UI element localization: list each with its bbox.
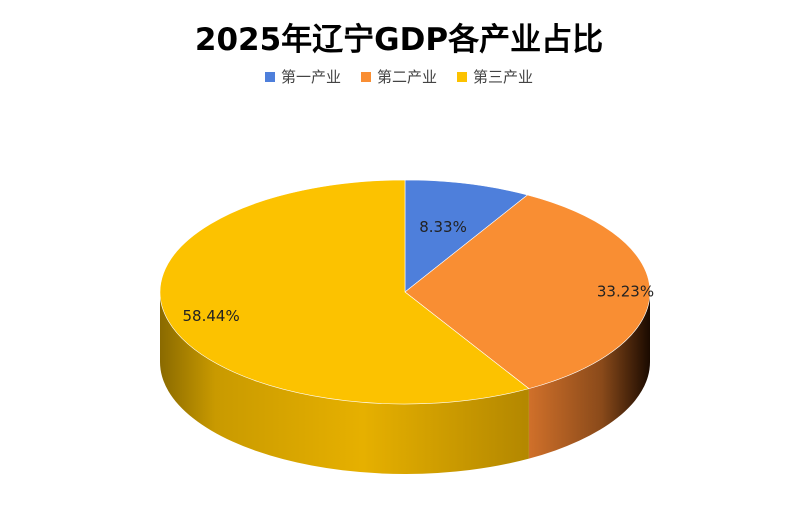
pie-slice-第二产业	[404, 194, 651, 389]
pie-side-第三产业	[159, 292, 529, 475]
pie-side-第二产业	[528, 292, 651, 459]
legend-swatch-primary	[264, 71, 275, 82]
legend-label-secondary: 第二产业	[376, 68, 437, 86]
pie-slice-第三产业	[159, 179, 530, 405]
legend-item-tertiary: 第三产业	[457, 66, 533, 87]
legend-label-primary: 第一产业	[280, 68, 341, 86]
data-label-第三产业: 58.44%	[183, 307, 240, 325]
data-label-第二产业: 33.23%	[597, 283, 654, 301]
legend-item-secondary: 第二产业	[360, 66, 437, 87]
legend-swatch-tertiary	[457, 71, 467, 82]
chart-title: 2025年辽宁GDP各产业占比	[194, 22, 604, 58]
pie-sides	[159, 292, 651, 475]
legend-label-tertiary: 第三产业	[473, 68, 534, 86]
legend: 第一产业 第二产业 第三产业	[0, 66, 798, 87]
legend-swatch-secondary	[360, 71, 371, 82]
pie-data-labels: 8.33% 33.23% 58.44%	[183, 218, 655, 325]
pie-slice-第一产业	[404, 179, 529, 293]
legend-item-primary: 第一产业	[264, 66, 341, 87]
data-label-第一产业: 8.33%	[419, 218, 467, 236]
pie-tops	[159, 179, 651, 405]
